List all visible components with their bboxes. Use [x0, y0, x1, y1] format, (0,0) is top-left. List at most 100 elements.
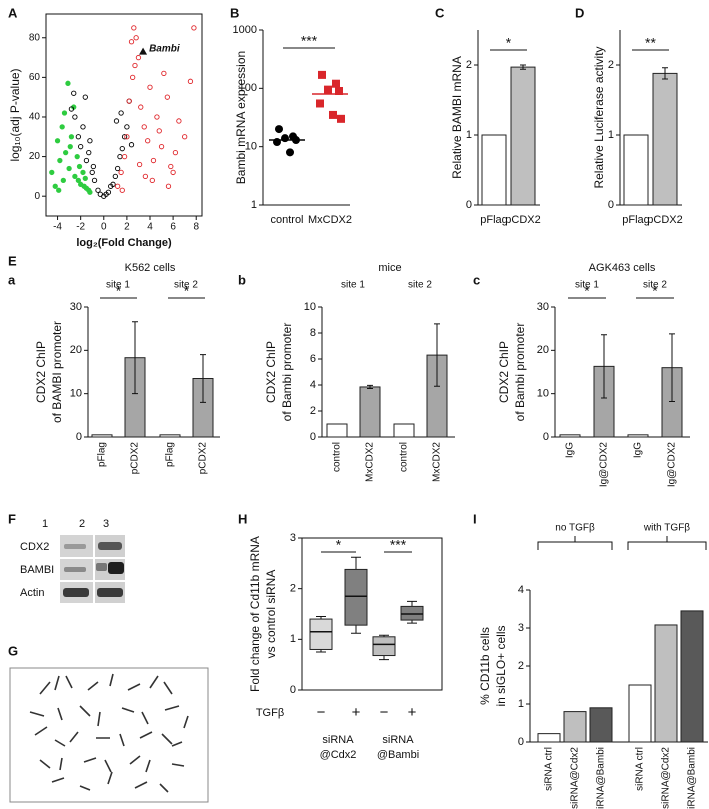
significance-label: *: [184, 283, 190, 299]
x-tick-label: IgG: [565, 442, 576, 458]
y-tick-label: 30: [537, 301, 549, 313]
point: [128, 39, 135, 45]
bar: [654, 624, 678, 743]
point: [335, 87, 343, 96]
point: [89, 169, 95, 176]
point: [286, 148, 294, 157]
y-tick-label: 0: [518, 736, 524, 748]
point: [59, 124, 65, 130]
x-tick-label: siRNA@Bambi: [687, 747, 698, 809]
panel-label: b: [238, 272, 246, 287]
x-tick-label: siRNA@Cdx2: [661, 747, 672, 809]
blot-band: [108, 562, 124, 574]
point: [156, 128, 162, 134]
point: [150, 157, 157, 164]
point: [337, 114, 345, 123]
panel-label: A: [8, 5, 18, 20]
y-axis-label: vs control siRNA: [264, 570, 278, 659]
point: [187, 78, 194, 84]
error-bar: [662, 67, 668, 80]
point: [66, 165, 72, 172]
point: [105, 189, 112, 195]
point: [61, 110, 68, 116]
group-label: @Bambi: [377, 749, 419, 761]
point: [168, 163, 174, 170]
point: [158, 144, 165, 150]
y-axis-label: CDX2 ChIP: [497, 341, 511, 403]
point: [54, 138, 61, 144]
point: [112, 173, 118, 180]
lane-label: 1: [42, 518, 48, 530]
x-tick-label: Ig@CDX2: [599, 442, 610, 488]
y-tick-label: 40: [29, 112, 41, 123]
bar: [652, 72, 678, 206]
y-tick-label: 2: [290, 583, 296, 595]
plot-frame: [301, 537, 443, 691]
x-axis-label: log₂(Fold Change): [76, 237, 172, 249]
y-tick-label: 20: [70, 344, 82, 356]
x-tick-label: −: [317, 704, 326, 721]
x-tick-label: pFlag: [622, 214, 650, 226]
y-tick-label: 3: [290, 532, 296, 544]
error-bar: [601, 334, 607, 399]
y-tick-label: 0: [34, 191, 40, 202]
annotation-marker: [139, 47, 148, 55]
point: [161, 70, 167, 77]
point: [49, 169, 55, 176]
point: [164, 94, 170, 100]
y-tick-label: 1000: [233, 24, 257, 36]
group-label: site 1: [106, 280, 130, 291]
x-tick-label: 2: [124, 222, 130, 233]
point: [52, 183, 58, 189]
point: [316, 99, 324, 108]
y-tick-label: 30: [70, 301, 82, 313]
y-tick-label: 60: [29, 72, 41, 83]
x-tick-label: siRNA ctrl: [635, 747, 646, 791]
group-label: @Cdx2: [320, 749, 357, 761]
point: [67, 144, 73, 150]
y-tick-label: 0: [290, 684, 296, 696]
bar: [537, 733, 561, 743]
chromosome-spread: G: [8, 643, 209, 803]
panel-label: I: [473, 511, 477, 526]
y-tick-label: 1: [608, 129, 614, 141]
point: [130, 74, 136, 81]
bar: [623, 134, 649, 206]
western-blot: F 1 2 3 CDX2 BAMBI Actin: [8, 511, 125, 603]
y-tick-label: 0: [543, 431, 549, 443]
lane-label: 2: [79, 518, 85, 530]
plot-frame: [45, 13, 203, 217]
error-bar: [434, 323, 440, 387]
error-bar: [669, 333, 675, 402]
point: [82, 94, 88, 100]
image-frame: [9, 667, 209, 803]
y-tick-label: 10: [537, 388, 549, 400]
x-tick-label: +: [408, 704, 417, 721]
point: [141, 124, 147, 130]
point: [119, 146, 125, 152]
y-axis-label: Relative Luciferase activity: [592, 46, 606, 188]
y-axis-label: Bambi mRNA expression: [234, 51, 248, 184]
bar: [563, 711, 587, 743]
group-label: site 2: [174, 280, 198, 291]
box: [344, 568, 368, 626]
bar: [393, 423, 415, 438]
row-label: CDX2: [20, 541, 49, 553]
significance-label: ***: [390, 537, 407, 553]
point: [126, 98, 132, 104]
row-label: Actin: [20, 587, 44, 599]
point: [149, 177, 155, 184]
y-tick-label: 0: [466, 199, 472, 211]
chromosome: [29, 673, 189, 793]
bar: [326, 423, 348, 438]
y-tick-label: 2: [310, 405, 316, 417]
y-axis-label: of Bambi promoter: [513, 323, 527, 422]
y-tick-label: 10: [245, 141, 257, 153]
point: [119, 187, 125, 193]
y-tick-label: 80: [29, 32, 41, 43]
x-tick-label: MxCDX2: [432, 442, 443, 482]
point: [78, 144, 84, 150]
point: [170, 169, 176, 176]
y-tick-label: 1: [518, 698, 524, 710]
point: [131, 25, 137, 31]
